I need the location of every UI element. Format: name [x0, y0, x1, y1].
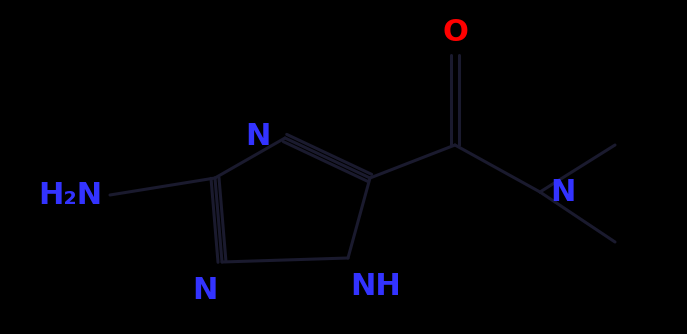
Text: N: N — [192, 276, 218, 305]
Text: N: N — [550, 177, 576, 206]
Text: O: O — [442, 18, 468, 47]
Text: H₂N: H₂N — [38, 180, 102, 209]
Text: NH: NH — [350, 272, 401, 301]
Text: N: N — [246, 122, 271, 151]
